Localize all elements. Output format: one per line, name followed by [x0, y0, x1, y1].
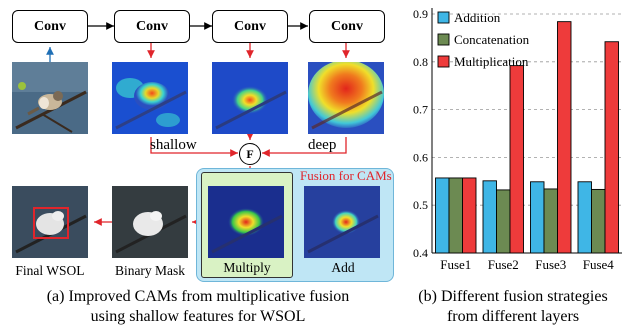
input-bird-image	[12, 62, 88, 134]
final-wsol-label: Final WSOL	[15, 263, 85, 278]
deep-label: deep	[308, 137, 337, 153]
fusion-strategy-chart: 0.4 0.5 0.6 0.7 0.8 0.9 Fuse1 Fuse2 Fuse3 Fuse4 Ad…	[413, 7, 622, 272]
final-wsol-image	[12, 186, 88, 258]
caption-b-line1: (b) Different fusion strategies	[418, 288, 608, 305]
bar-addition-fuse4	[577, 181, 592, 254]
legend-label: Multiplication	[454, 54, 529, 69]
fusion-title: Fusion for CAMs	[300, 168, 392, 183]
conv-block-3: Conv	[212, 10, 288, 43]
binary-mask-label: Binary Mask	[114, 263, 186, 278]
bar-concatenation-fuse3	[543, 188, 558, 254]
y-tick-label: 0.8	[413, 55, 428, 69]
x-tick-label: Fuse3	[535, 257, 566, 272]
caption-b-line2: from different layers	[446, 308, 580, 325]
bar-addition-fuse3	[530, 181, 545, 254]
bar-concatenation-fuse1	[448, 177, 463, 254]
caption-a: (a) Improved CAMs from multiplicative fu…	[0, 287, 396, 327]
bar-concatenation-fuse2	[496, 189, 511, 254]
cam-shallow-image	[112, 62, 188, 134]
bar-multiplication-fuse2	[509, 65, 524, 254]
legend-swatch	[437, 11, 450, 24]
add-label: Add	[331, 260, 355, 275]
bar-multiplication-fuse4	[604, 41, 619, 254]
bounding-box	[33, 207, 69, 239]
x-tick-label: Fuse1	[440, 257, 471, 272]
conv-block-2: Conv	[114, 10, 190, 43]
shallow-label: shallow	[150, 137, 197, 153]
y-tick-label: 0.5	[413, 198, 428, 212]
cam-multiply-image	[208, 186, 284, 258]
x-tick-label: Fuse4	[583, 257, 615, 272]
bar-multiplication-fuse1	[462, 177, 477, 254]
bar-addition-fuse2	[482, 180, 497, 254]
cam-deep-image	[308, 62, 384, 134]
cam-add-image	[304, 186, 380, 258]
caption-a-line2: using shallow features for WSOL	[90, 308, 306, 325]
binary-mask-image	[112, 186, 188, 258]
fusion-node: F	[239, 143, 261, 165]
y-tick-label: 0.7	[413, 103, 428, 117]
conv-block-4: Conv	[309, 10, 385, 43]
caption-a-line1: (a) Improved CAMs from multiplicative fu…	[46, 288, 350, 305]
caption-b: (b) Different fusion strategies from dif…	[400, 287, 626, 327]
multiply-label: Multiply	[223, 260, 271, 275]
legend-label: Concatenation	[454, 32, 530, 47]
legend-swatch	[437, 33, 450, 46]
legend-label: Addition	[454, 10, 501, 25]
x-tick-label: Fuse2	[488, 257, 519, 272]
y-tick-label: 0.9	[413, 7, 428, 21]
bar-multiplication-fuse3	[557, 21, 572, 254]
y-tick-label: 0.4	[413, 246, 428, 260]
legend-swatch	[437, 55, 450, 68]
bar-concatenation-fuse4	[591, 188, 606, 254]
conv-block-1: Conv	[12, 10, 88, 43]
bar-addition-fuse1	[435, 177, 450, 254]
cam-middle-image	[212, 62, 288, 134]
y-tick-label: 0.6	[413, 150, 428, 164]
